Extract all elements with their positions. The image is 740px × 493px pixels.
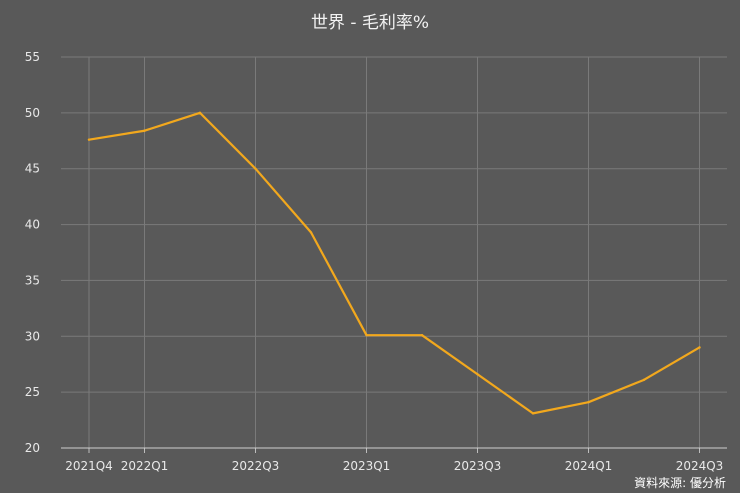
y-tick-label: 30 <box>25 329 40 343</box>
chart-title: 世界 - 毛利率% <box>310 13 430 33</box>
x-tick-label: 2024Q1 <box>565 459 613 473</box>
data-point <box>198 111 202 115</box>
series-line <box>87 111 701 415</box>
y-tick-label: 20 <box>25 441 40 455</box>
data-point <box>587 400 590 404</box>
data-point <box>309 231 313 234</box>
x-tick-label: 2024Q3 <box>676 459 724 473</box>
y-tick-label: 35 <box>25 273 40 287</box>
data-point <box>365 333 368 337</box>
data-point <box>143 129 146 132</box>
x-tick-label: 2021Q4 <box>65 459 113 473</box>
y-tick-label: 40 <box>25 218 40 232</box>
data-point <box>254 167 257 170</box>
y-tick-label: 55 <box>25 50 40 64</box>
data-point <box>698 346 701 349</box>
y-tick-label: 45 <box>25 162 40 176</box>
x-tick-label: 2023Q1 <box>343 459 391 473</box>
data-point <box>476 373 479 376</box>
data-point <box>642 378 646 382</box>
data-point <box>87 138 91 141</box>
x-tick-label: 2022Q1 <box>121 459 169 473</box>
source-note: 資料來源: 優分析 <box>634 476 726 490</box>
y-tick-label: 25 <box>25 385 40 399</box>
x-tick-label: 2023Q3 <box>454 459 502 473</box>
data-point <box>531 412 535 415</box>
y-tick-label: 50 <box>25 106 40 120</box>
x-tick-label: 2022Q3 <box>232 459 280 473</box>
data-point <box>420 333 424 337</box>
